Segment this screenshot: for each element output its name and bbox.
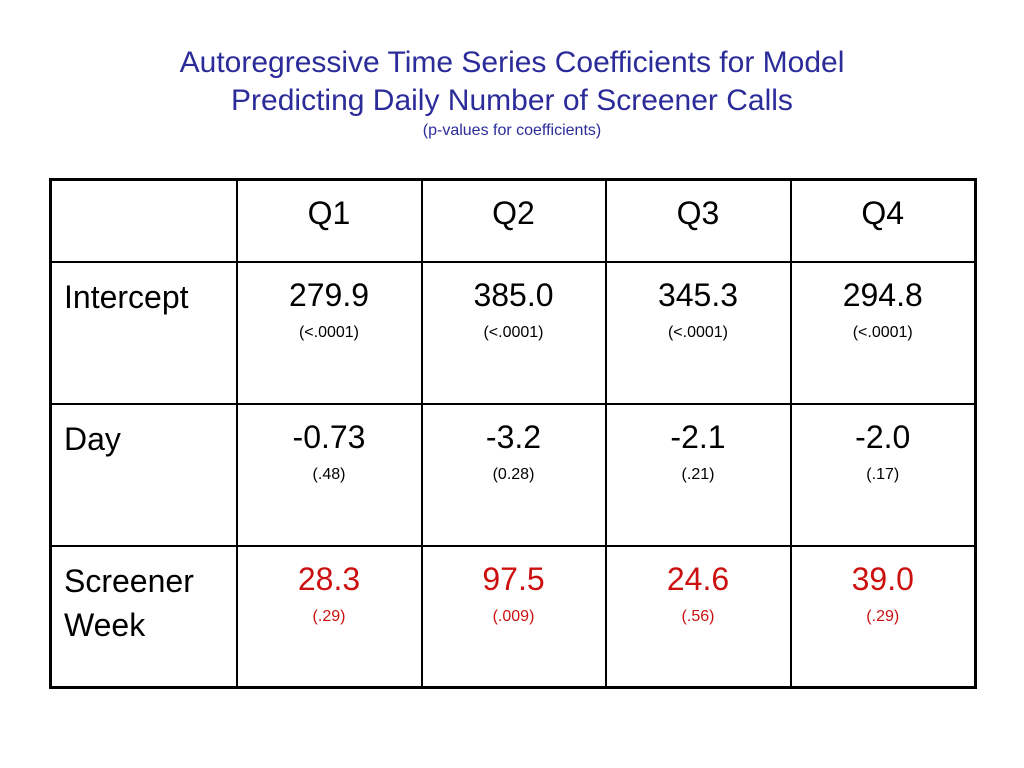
table-cell: 39.0 (.29)	[789, 544, 977, 689]
coef-value: 39.0	[851, 560, 914, 597]
header-empty-cell	[49, 178, 238, 263]
table-cell: -0.73 (.48)	[235, 402, 423, 547]
row-label-day: Day	[49, 402, 238, 547]
coef-value: 28.3	[297, 560, 361, 597]
header-q4: Q4	[789, 178, 977, 263]
table-cell: 385.0 (<.0001)	[420, 260, 607, 405]
table-cell: -2.1 (.21)	[604, 402, 792, 547]
p-value: (<.0001)	[483, 323, 544, 341]
table-cell: 28.3 (.29)	[235, 544, 423, 689]
coef-value: 24.6	[666, 560, 730, 597]
coef-value: -3.2	[485, 418, 542, 455]
table-cell: 97.5 (.009)	[420, 544, 607, 689]
table-cell: 24.6 (.56)	[604, 544, 792, 689]
header-q1: Q1	[235, 178, 423, 263]
p-value: (.21)	[681, 465, 715, 483]
row-label-screener-week: Screener Week	[49, 544, 238, 689]
table-row-screener-week: Screener Week 28.3 (.29) 97.5 (.009) 24.…	[49, 544, 977, 689]
p-value: (.29)	[866, 607, 900, 625]
p-value: (.17)	[866, 465, 900, 483]
coef-value: 345.3	[657, 276, 739, 313]
table-cell: 345.3 (<.0001)	[604, 260, 792, 405]
coef-value: -2.0	[855, 418, 911, 455]
table-row-intercept: Intercept 279.9 (<.0001) 385.0 (<.0001) …	[49, 260, 977, 405]
header-q2: Q2	[420, 178, 607, 263]
table-cell: 294.8 (<.0001)	[789, 260, 977, 405]
coefficients-table: Q1 Q2 Q3 Q4 Intercept 279.9 (<.0001) 385…	[49, 178, 977, 689]
p-value: (.009)	[492, 607, 535, 625]
table-cell: 279.9 (<.0001)	[235, 260, 423, 405]
coef-value: 385.0	[473, 276, 554, 313]
table-row-day: Day -0.73 (.48) -3.2 (0.28) -2.1 (.21) -…	[49, 402, 977, 547]
table-cell: -3.2 (0.28)	[420, 402, 607, 547]
p-value: (.56)	[681, 607, 715, 625]
row-label-intercept: Intercept	[49, 260, 238, 405]
row-label-line-2: Week	[64, 606, 146, 643]
p-value: (<.0001)	[852, 323, 913, 341]
p-value: (.48)	[312, 465, 346, 483]
coef-value: 97.5	[482, 560, 545, 597]
p-value: (0.28)	[492, 465, 535, 483]
coef-value: -2.1	[670, 418, 726, 455]
row-label-line-1: Screener	[64, 562, 194, 599]
table-cell: -2.0 (.17)	[789, 402, 977, 547]
p-value: (<.0001)	[298, 323, 360, 341]
coef-value: -0.73	[292, 418, 366, 455]
slide-title: Autoregressive Time Series Coefficients …	[0, 44, 1024, 142]
coef-value: 294.8	[842, 276, 923, 313]
header-row: Q1 Q2 Q3 Q4	[49, 178, 977, 263]
header-q3: Q3	[604, 178, 792, 263]
coef-value: 279.9	[288, 276, 370, 313]
p-value: (<.0001)	[667, 323, 729, 341]
title-line-2: Predicting Daily Number of Screener Call…	[231, 84, 793, 117]
subtitle: (p-values for coefficients)	[422, 122, 602, 139]
title-line-1: Autoregressive Time Series Coefficients …	[179, 46, 845, 79]
p-value: (.29)	[312, 607, 346, 625]
